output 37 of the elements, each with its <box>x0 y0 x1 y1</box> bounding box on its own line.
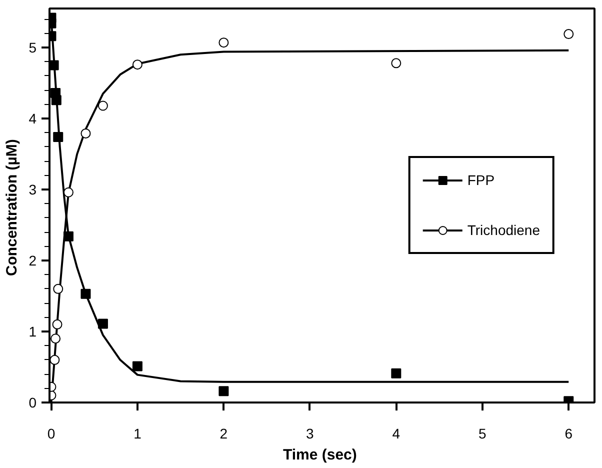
point <box>80 288 91 299</box>
y-tick-label: 0 <box>28 394 37 410</box>
point <box>51 95 62 106</box>
y-tick-label: 3 <box>28 182 37 198</box>
point <box>391 58 402 68</box>
x-tick-label: 4 <box>392 426 400 442</box>
point <box>80 128 91 138</box>
point <box>564 29 574 40</box>
x-tick-label: 6 <box>564 426 573 442</box>
point <box>132 60 142 70</box>
legend-label: Trichodiene <box>467 222 540 238</box>
y-tick-label: 4 <box>28 110 37 127</box>
y-tick-label: 5 <box>28 40 37 56</box>
point <box>132 361 142 372</box>
x-tick-label: 0 <box>47 426 56 442</box>
y-axis-title: Concentration (µM) <box>4 139 21 276</box>
point <box>63 231 74 242</box>
point <box>218 38 229 48</box>
point <box>63 187 74 198</box>
x-tick-label: 5 <box>478 426 487 442</box>
point <box>53 132 64 142</box>
x-tick-label: 3 <box>306 426 314 442</box>
point <box>50 60 59 70</box>
y-tick-label: 2 <box>28 252 37 269</box>
x-tick-label: 1 <box>134 426 142 442</box>
point <box>53 284 64 294</box>
point <box>98 318 108 329</box>
point <box>50 354 60 365</box>
y-tick-label: 1 <box>28 324 37 340</box>
x-axis-title: Time (sec) <box>282 446 357 464</box>
point <box>218 386 229 396</box>
point <box>50 334 61 344</box>
x-tick-label: 2 <box>220 426 228 442</box>
point <box>52 319 62 330</box>
point <box>98 100 108 111</box>
legend-label: FPP <box>467 172 495 188</box>
point <box>391 368 402 378</box>
